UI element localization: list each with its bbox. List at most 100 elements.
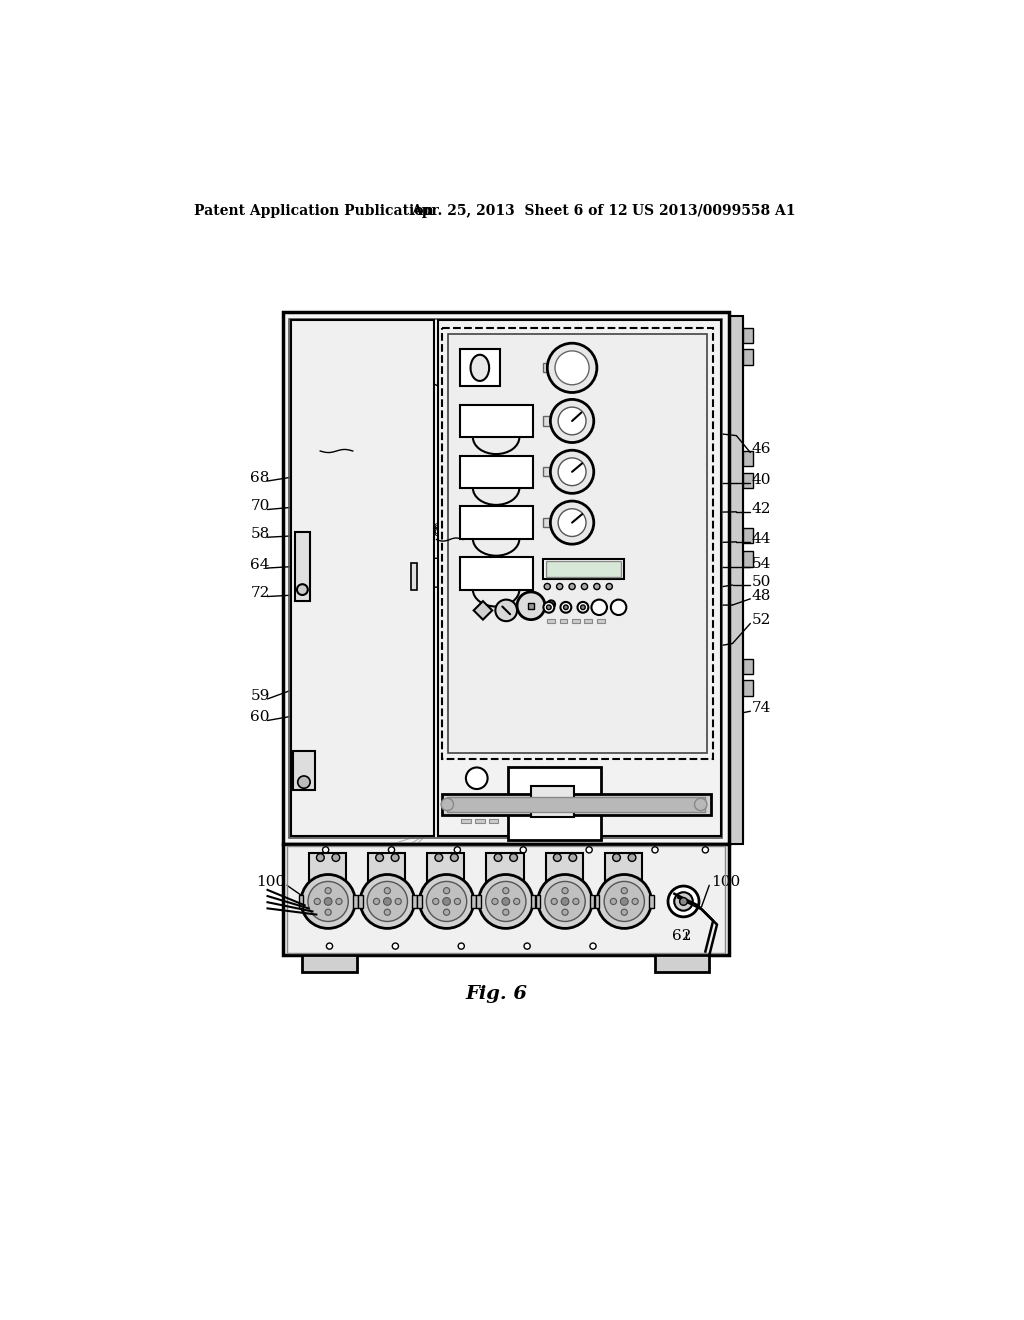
Bar — [353, 895, 357, 908]
Bar — [475, 818, 484, 822]
Text: Apr. 25, 2013  Sheet 6 of 12: Apr. 25, 2013 Sheet 6 of 12 — [411, 203, 628, 218]
Bar — [442, 327, 713, 759]
Circle shape — [383, 898, 391, 906]
Bar — [595, 895, 599, 908]
Circle shape — [495, 854, 502, 862]
Circle shape — [551, 899, 557, 904]
Bar — [291, 321, 434, 836]
Circle shape — [702, 847, 709, 853]
Bar — [287, 846, 725, 953]
Text: 52: 52 — [752, 614, 771, 627]
Circle shape — [622, 887, 628, 894]
Circle shape — [612, 854, 621, 862]
Text: 54: 54 — [752, 557, 771, 572]
Circle shape — [301, 875, 355, 928]
Bar — [302, 956, 356, 973]
Text: 30: 30 — [593, 319, 612, 333]
Circle shape — [557, 583, 563, 590]
Circle shape — [420, 875, 474, 928]
Text: 59: 59 — [251, 689, 270, 702]
Bar — [476, 895, 481, 908]
Bar — [508, 767, 601, 840]
Bar — [438, 321, 721, 836]
Circle shape — [458, 942, 464, 949]
Circle shape — [496, 599, 517, 622]
Circle shape — [426, 882, 467, 921]
Circle shape — [610, 899, 616, 904]
Bar — [427, 853, 465, 882]
Text: 48: 48 — [752, 589, 771, 603]
Circle shape — [443, 887, 450, 894]
Circle shape — [502, 898, 510, 906]
Bar — [460, 507, 534, 539]
Bar — [417, 895, 422, 908]
Bar — [546, 853, 583, 882]
Circle shape — [368, 882, 408, 921]
Circle shape — [569, 583, 575, 590]
Circle shape — [376, 854, 383, 862]
Circle shape — [560, 602, 571, 612]
Circle shape — [332, 854, 340, 862]
Circle shape — [466, 767, 487, 789]
Circle shape — [622, 909, 628, 915]
Circle shape — [514, 899, 520, 904]
Circle shape — [384, 909, 390, 915]
Bar — [543, 558, 624, 578]
Bar — [742, 528, 754, 544]
Bar — [293, 751, 314, 789]
Circle shape — [478, 875, 532, 928]
Circle shape — [628, 854, 636, 862]
Text: 40: 40 — [752, 474, 771, 487]
Circle shape — [524, 942, 530, 949]
Circle shape — [578, 602, 589, 612]
Circle shape — [582, 583, 588, 590]
Circle shape — [316, 854, 325, 862]
Bar — [742, 473, 754, 488]
Bar — [489, 818, 499, 822]
Bar — [742, 659, 754, 675]
Circle shape — [308, 882, 348, 921]
Bar — [447, 797, 706, 812]
Bar — [460, 350, 500, 387]
Circle shape — [503, 887, 509, 894]
Circle shape — [668, 886, 699, 917]
Circle shape — [325, 898, 332, 906]
Bar — [742, 350, 754, 364]
Bar — [358, 895, 362, 908]
Text: 42: 42 — [752, 502, 771, 516]
Circle shape — [455, 847, 461, 853]
Circle shape — [680, 898, 687, 906]
Text: 58: 58 — [484, 355, 504, 370]
Text: 100: 100 — [711, 875, 740, 890]
Bar — [299, 895, 303, 908]
Circle shape — [694, 799, 707, 810]
Bar — [729, 317, 742, 843]
Circle shape — [572, 899, 579, 904]
Circle shape — [550, 400, 594, 442]
Circle shape — [604, 882, 644, 921]
Bar — [460, 455, 534, 488]
Circle shape — [553, 854, 561, 862]
Circle shape — [451, 854, 458, 862]
Circle shape — [325, 887, 331, 894]
Text: 50: 50 — [752, 576, 771, 589]
Circle shape — [558, 458, 586, 486]
Circle shape — [485, 882, 526, 921]
Circle shape — [674, 892, 693, 911]
Bar — [295, 532, 310, 601]
Circle shape — [492, 899, 498, 904]
Circle shape — [621, 898, 628, 906]
Bar — [460, 557, 534, 590]
Circle shape — [594, 583, 600, 590]
Circle shape — [547, 601, 555, 609]
Text: Fig. 6: Fig. 6 — [465, 985, 527, 1003]
Circle shape — [544, 602, 554, 612]
Circle shape — [474, 801, 484, 812]
Circle shape — [388, 847, 394, 853]
Circle shape — [547, 605, 551, 610]
Bar — [543, 517, 560, 527]
Bar — [572, 619, 580, 623]
Bar — [283, 843, 729, 956]
Circle shape — [435, 854, 442, 862]
Circle shape — [360, 875, 415, 928]
